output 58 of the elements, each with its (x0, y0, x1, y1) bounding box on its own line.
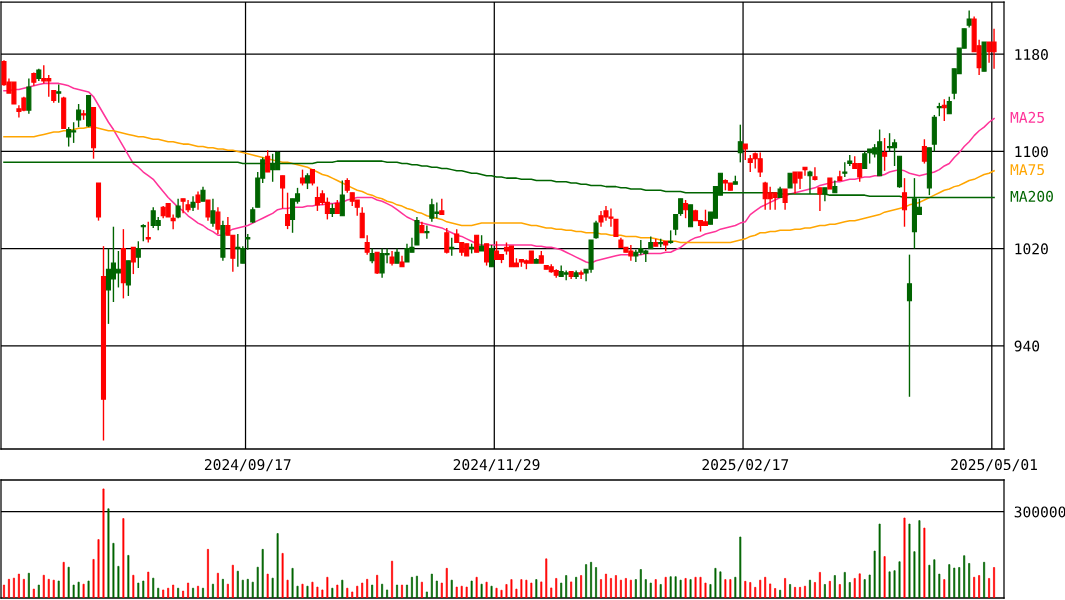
candlestick (737, 123, 743, 164)
candlestick (578, 269, 584, 280)
candlestick (489, 244, 495, 268)
candlestick (887, 132, 893, 153)
candlestick (688, 204, 694, 228)
candlestick (757, 151, 763, 178)
candlestick (41, 64, 47, 85)
series-label: MA75 (1010, 164, 1044, 176)
candlestick (130, 246, 136, 275)
y-tick-label: 300000 (1014, 506, 1065, 518)
candlestick (767, 185, 773, 211)
candlestick (270, 153, 276, 183)
candlestick (484, 243, 490, 267)
candlestick (673, 213, 679, 236)
candlestick (265, 149, 271, 173)
candlestick (26, 77, 32, 115)
candlestick (115, 250, 121, 289)
candlestick (66, 126, 72, 148)
candlestick (285, 192, 291, 230)
candlestick (901, 177, 908, 228)
candlestick (56, 83, 62, 104)
candlestick (812, 166, 818, 182)
candlestick (563, 269, 569, 281)
candlestick (429, 198, 435, 223)
candlestick (508, 245, 515, 268)
x-tick-label: 2024/09/17 (204, 459, 291, 472)
candlestick (215, 206, 221, 235)
candlestick (280, 175, 286, 210)
candlestick (235, 233, 241, 268)
x-tick-label: 2025/05/01 (951, 459, 1037, 472)
candlestick (76, 103, 82, 128)
candlestick (105, 247, 112, 325)
series-label: MA200 (1010, 190, 1053, 202)
candlestick (324, 196, 330, 221)
candlestick (882, 137, 888, 172)
y-tick-label: 1100 (1015, 146, 1048, 158)
y-tick-label: 1020 (1015, 243, 1048, 255)
candlestick (444, 227, 450, 255)
candlestick (493, 240, 500, 261)
candlestick (135, 240, 141, 269)
candlestick (817, 187, 823, 212)
candlestick (424, 224, 430, 240)
candlestick (921, 138, 927, 165)
candlestick (195, 190, 201, 211)
candlestick (782, 188, 788, 211)
y-tick-label: 1180 (1015, 48, 1048, 61)
candlestick (683, 199, 689, 219)
candlestick (449, 236, 455, 257)
series-label: MA25 (1010, 111, 1044, 123)
y-tick-label: 940 (1014, 340, 1040, 352)
candlestick (205, 199, 211, 222)
x-tick-label: 2024/11/29 (453, 459, 540, 472)
candlestick (190, 195, 196, 212)
candlestick (906, 253, 913, 398)
candlestick (145, 221, 151, 244)
candlestick (339, 179, 345, 217)
candlestick (210, 198, 216, 228)
x-tick-label: 2025/02/17 (702, 459, 789, 472)
